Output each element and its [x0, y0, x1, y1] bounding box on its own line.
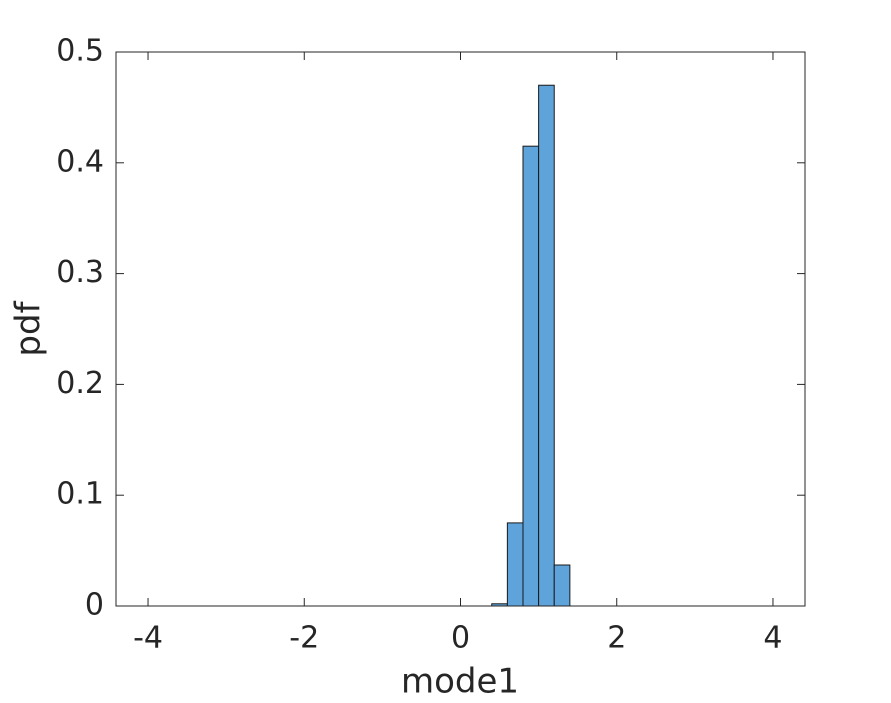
- bar: [553, 564, 571, 607]
- y-tick-label: 0.2: [56, 366, 104, 401]
- y-tick-label: 0.1: [56, 477, 104, 512]
- bar: [506, 522, 524, 607]
- x-axis-label: mode1: [401, 662, 519, 702]
- x-tick-label: 0: [451, 621, 470, 656]
- x-tick-label: 2: [607, 621, 626, 656]
- y-tick-label: 0.5: [56, 34, 104, 69]
- y-tick-label: 0.3: [56, 255, 104, 290]
- x-tick-label: -4: [133, 621, 163, 656]
- y-tick-label: 0.4: [56, 144, 104, 179]
- bar: [538, 84, 555, 607]
- x-tick-label: 4: [763, 621, 782, 656]
- bar: [522, 145, 540, 607]
- y-tick-label: 0: [85, 588, 104, 623]
- x-tick-label: -2: [289, 621, 319, 656]
- y-axis-label: pdf: [9, 300, 49, 356]
